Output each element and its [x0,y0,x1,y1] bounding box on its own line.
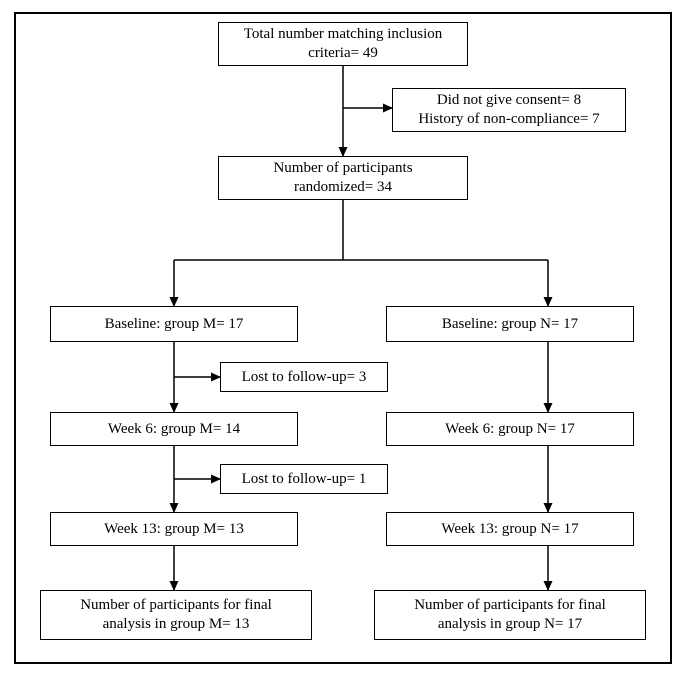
node-text: Week 6: group N= 17 [393,420,627,439]
node-week6-m: Week 6: group M= 14 [50,412,298,446]
node-week13-n: Week 13: group N= 17 [386,512,634,546]
node-text: Week 13: group M= 13 [57,520,291,539]
node-ltf2: Lost to follow-up= 1 [220,464,388,494]
node-text: Number of participantsrandomized= 34 [225,159,461,197]
node-text: Number of participants for finalanalysis… [381,596,639,634]
node-text: Total number matching inclusioncriteria=… [225,25,461,63]
node-text: Did not give consent= 8History of non-co… [399,91,619,129]
node-text: Lost to follow-up= 3 [227,368,381,387]
node-week13-m: Week 13: group M= 13 [50,512,298,546]
node-ltf1: Lost to follow-up= 3 [220,362,388,392]
node-baseline-n: Baseline: group N= 17 [386,306,634,342]
node-inclusion: Total number matching inclusioncriteria=… [218,22,468,66]
flowchart-canvas: Total number matching inclusioncriteria=… [0,0,685,676]
node-text: Number of participants for finalanalysis… [47,596,305,634]
node-final-n: Number of participants for finalanalysis… [374,590,646,640]
node-baseline-m: Baseline: group M= 17 [50,306,298,342]
node-text: Lost to follow-up= 1 [227,470,381,489]
node-text: Baseline: group M= 17 [57,315,291,334]
node-text: Week 13: group N= 17 [393,520,627,539]
node-week6-n: Week 6: group N= 17 [386,412,634,446]
node-text: Baseline: group N= 17 [393,315,627,334]
node-final-m: Number of participants for finalanalysis… [40,590,312,640]
node-text: Week 6: group M= 14 [57,420,291,439]
node-excluded: Did not give consent= 8History of non-co… [392,88,626,132]
node-randomized: Number of participantsrandomized= 34 [218,156,468,200]
